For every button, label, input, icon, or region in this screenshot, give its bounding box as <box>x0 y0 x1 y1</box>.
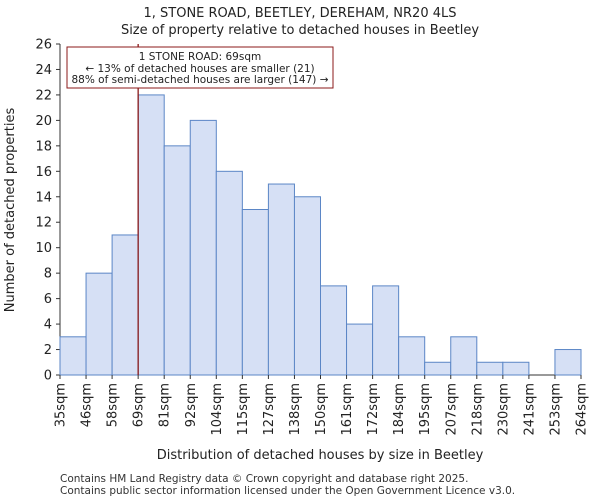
y-tick-label: 10 <box>35 241 52 256</box>
histogram-bar <box>241 209 269 376</box>
histogram-bar <box>137 94 165 376</box>
histogram-bar <box>502 361 530 376</box>
x-tick-label: 264sqm <box>575 383 590 436</box>
y-tick-label: 16 <box>35 165 52 180</box>
histogram-bar <box>346 323 374 376</box>
histogram-bar <box>293 196 322 376</box>
x-tick-label: 35sqm <box>54 383 69 427</box>
histogram-bar <box>450 336 478 376</box>
x-tick-label: 253sqm <box>548 383 563 436</box>
chart-subtitle: Size of property relative to detached ho… <box>121 23 479 38</box>
y-tick-label: 24 <box>35 63 52 78</box>
y-tick-label: 8 <box>44 267 52 282</box>
x-tick-label: 46sqm <box>80 383 95 427</box>
histogram-bar <box>163 145 191 376</box>
x-tick-label: 104sqm <box>210 383 225 436</box>
histogram-bar <box>267 183 295 376</box>
x-tick-label: 230sqm <box>496 383 511 436</box>
y-tick-label: 14 <box>35 190 52 205</box>
histogram-bar <box>189 119 217 376</box>
annotation-line: 88% of semi-detached houses are larger (… <box>72 74 329 86</box>
y-tick-label: 6 <box>44 292 52 307</box>
histogram-bar <box>320 285 348 376</box>
x-tick-label: 81sqm <box>158 383 173 427</box>
x-tick-label: 115sqm <box>236 383 251 436</box>
x-tick-label: 218sqm <box>470 383 485 436</box>
histogram-bar <box>372 285 400 376</box>
x-tick-label: 184sqm <box>392 383 407 436</box>
footer-licence: Contains public sector information licen… <box>60 485 516 497</box>
annotation-line: ← 13% of detached houses are smaller (21… <box>85 63 314 75</box>
histogram-bar <box>554 349 582 376</box>
histogram-bar <box>476 361 504 376</box>
y-axis-label: Number of detached properties <box>3 108 18 313</box>
y-tick-label: 26 <box>35 38 52 53</box>
histogram-bar <box>85 272 113 376</box>
y-tick-label: 20 <box>35 114 52 129</box>
x-tick-label: 92sqm <box>184 383 199 427</box>
y-tick-label: 4 <box>44 318 52 333</box>
x-axis-label: Distribution of detached houses by size … <box>157 448 484 463</box>
x-tick-label: 58sqm <box>106 383 121 427</box>
y-tick-label: 12 <box>35 216 52 231</box>
annotation-box <box>66 46 334 89</box>
y-tick-label: 2 <box>44 343 52 358</box>
x-tick-label: 138sqm <box>288 383 303 436</box>
histogram-bar <box>59 336 87 376</box>
y-tick-label: 0 <box>44 369 52 384</box>
histogram-bar <box>215 170 243 376</box>
x-tick-label: 127sqm <box>262 383 277 436</box>
x-tick-label: 161sqm <box>340 383 355 436</box>
x-tick-label: 207sqm <box>444 383 459 436</box>
annotation-line: 1 STONE ROAD: 69sqm <box>139 51 261 63</box>
histogram-bar <box>398 336 426 376</box>
chart-title: 1, STONE ROAD, BEETLEY, DEREHAM, NR20 4L… <box>143 6 456 21</box>
x-tick-label: 241sqm <box>522 383 537 436</box>
y-tick-label: 18 <box>35 139 52 154</box>
x-tick-label: 150sqm <box>314 383 329 436</box>
histogram-bar <box>424 361 452 376</box>
footer-copyright: Contains HM Land Registry data © Crown c… <box>60 473 469 485</box>
x-tick-label: 69sqm <box>132 383 147 427</box>
histogram-bar <box>111 234 139 376</box>
x-tick-label: 172sqm <box>366 383 381 436</box>
x-tick-label: 195sqm <box>418 383 433 436</box>
y-tick-label: 22 <box>35 88 52 103</box>
